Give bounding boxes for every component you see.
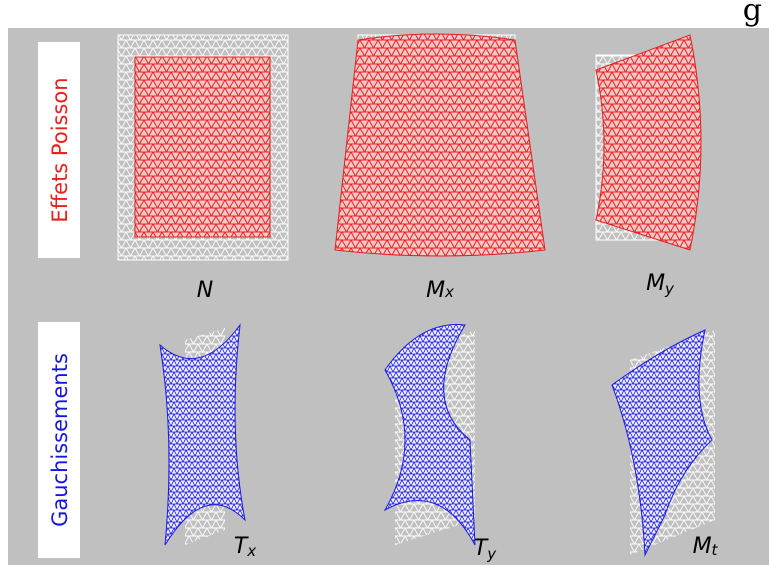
panel-label: N bbox=[197, 278, 213, 303]
label-part: N bbox=[197, 278, 213, 303]
page: g Effets Poisson Gauchissements N Mx My … bbox=[0, 0, 769, 565]
label-part: M bbox=[426, 278, 445, 303]
label-part: M bbox=[693, 534, 712, 559]
label-part: y bbox=[664, 280, 675, 298]
label-part: x bbox=[444, 283, 454, 301]
label-part: M bbox=[646, 271, 665, 296]
section-label: Gauchissements bbox=[48, 353, 72, 527]
deformed-mesh bbox=[335, 34, 545, 256]
figure: g Effets Poisson Gauchissements N Mx My … bbox=[0, 0, 769, 565]
label-part: x bbox=[246, 542, 256, 560]
label-part: y bbox=[486, 545, 497, 563]
section-label: Effets Poisson bbox=[48, 77, 72, 222]
deformed-mesh bbox=[596, 35, 701, 250]
deformed-mesh bbox=[135, 57, 270, 237]
caption-fragment: g bbox=[743, 0, 762, 28]
